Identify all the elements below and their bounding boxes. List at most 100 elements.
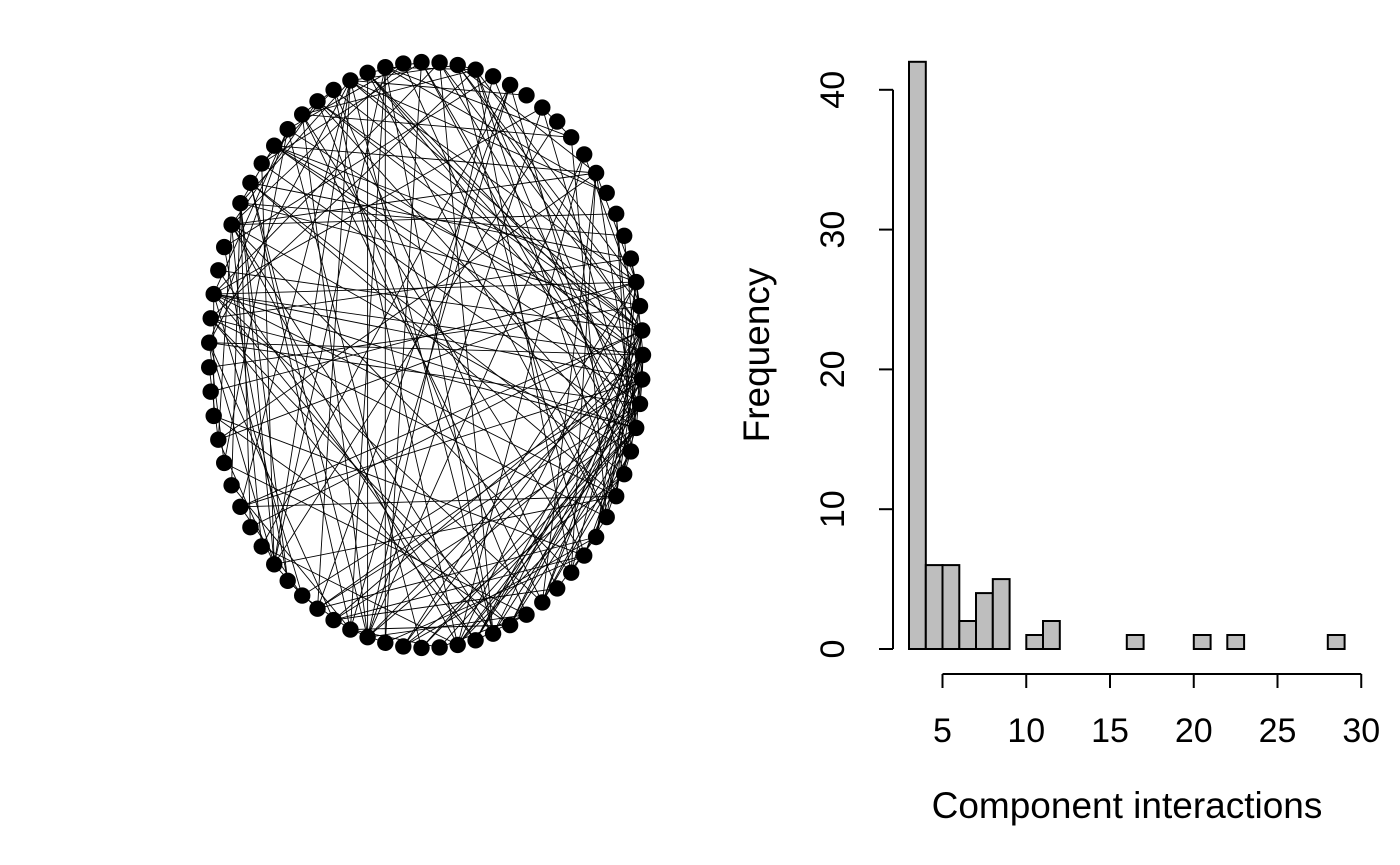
- network-node: [309, 600, 326, 617]
- network-node: [205, 407, 222, 425]
- network-node: [279, 121, 296, 138]
- network-edge: [213, 129, 289, 295]
- network-edge: [223, 75, 494, 248]
- network-edge: [210, 281, 637, 393]
- histogram-bar: [924, 564, 944, 650]
- network-edge: [302, 69, 476, 115]
- network-edge: [492, 330, 643, 634]
- y-tick-label: 10: [814, 490, 852, 528]
- network-edge: [231, 224, 632, 452]
- network-node: [484, 625, 502, 642]
- network-edge: [213, 293, 303, 596]
- network-edge: [301, 114, 369, 638]
- network-edge: [210, 317, 511, 626]
- network-node: [342, 621, 359, 638]
- network-edge: [367, 354, 644, 638]
- network-node: [467, 61, 484, 78]
- histogram: 5 10 15 20 25 30 0 10 20 30 40 Component interact…: [736, 60, 1380, 826]
- network-node: [587, 528, 605, 546]
- network-edge: [239, 203, 275, 565]
- network-edge: [273, 121, 558, 565]
- network-node: [631, 395, 649, 413]
- network-node: [628, 273, 645, 291]
- network-node: [377, 634, 394, 651]
- network-node: [202, 310, 219, 327]
- network-node: [413, 53, 430, 71]
- network-edge: [209, 342, 644, 356]
- network-node: [484, 68, 502, 85]
- histogram-bar: [975, 592, 994, 650]
- network-edge: [349, 67, 386, 630]
- network-node: [205, 285, 222, 303]
- network-node: [563, 564, 580, 581]
- network-node: [622, 250, 640, 267]
- network-node: [628, 419, 645, 437]
- x-tick-label: 5: [933, 712, 952, 750]
- network-edge: [213, 293, 644, 356]
- histogram-bar: [1125, 634, 1145, 650]
- network-edge: [261, 163, 637, 429]
- network-edge: [457, 154, 585, 646]
- network-edge: [606, 306, 641, 518]
- network-node: [266, 556, 283, 573]
- histogram-bar: [1025, 634, 1045, 650]
- network-edge: [249, 182, 351, 630]
- network-node: [431, 54, 448, 71]
- network-edge: [570, 172, 597, 573]
- network-edge: [457, 64, 641, 307]
- network-edge: [231, 224, 459, 646]
- histogram-bars: [908, 60, 1346, 651]
- network-node: [216, 454, 233, 472]
- network-edge: [333, 555, 585, 621]
- network-edge: [240, 202, 625, 237]
- network-node: [634, 371, 651, 388]
- network-node: [563, 129, 580, 146]
- network-edge: [317, 100, 643, 331]
- network-edge: [635, 354, 644, 428]
- network-edge: [541, 451, 632, 603]
- network-node: [232, 498, 249, 515]
- network-edge: [231, 224, 263, 547]
- network-node: [616, 227, 633, 244]
- network-edge: [274, 145, 597, 174]
- network-node: [294, 587, 311, 604]
- network-edge: [595, 354, 644, 538]
- network-edge: [213, 415, 585, 557]
- network-node: [294, 106, 311, 123]
- network-edge: [213, 107, 543, 295]
- network-node: [449, 636, 466, 654]
- network-edge: [250, 182, 631, 260]
- x-tick-label: 25: [1259, 712, 1297, 750]
- network-edge: [350, 79, 607, 194]
- network-node: [253, 538, 270, 555]
- network-node: [534, 99, 551, 116]
- network-edge: [475, 69, 617, 497]
- network-node: [325, 81, 342, 99]
- network-edge: [385, 555, 585, 644]
- x-axis-title: Component interactions: [932, 785, 1323, 826]
- network-node: [534, 594, 551, 611]
- network-node: [253, 155, 270, 172]
- network-edge: [217, 270, 476, 641]
- network-node: [359, 629, 376, 646]
- histogram-bar: [1326, 634, 1346, 650]
- network-node: [431, 639, 448, 656]
- network-node: [501, 616, 519, 634]
- network-node: [634, 346, 652, 364]
- network-edge: [239, 203, 251, 528]
- network-edge: [317, 80, 351, 609]
- network-edge: [439, 62, 641, 405]
- network-edge: [595, 282, 637, 538]
- network-edge: [350, 80, 643, 331]
- histogram-bar: [1042, 620, 1061, 650]
- network-edge: [457, 403, 641, 646]
- network-node: [598, 508, 615, 526]
- network-edge: [457, 64, 643, 331]
- network-node: [608, 205, 625, 222]
- network-edge: [439, 62, 643, 331]
- network-edge: [231, 213, 617, 226]
- network-nodes: [201, 53, 652, 657]
- network-edge: [367, 154, 585, 638]
- network-edge: [439, 427, 637, 648]
- network-edge: [457, 64, 597, 174]
